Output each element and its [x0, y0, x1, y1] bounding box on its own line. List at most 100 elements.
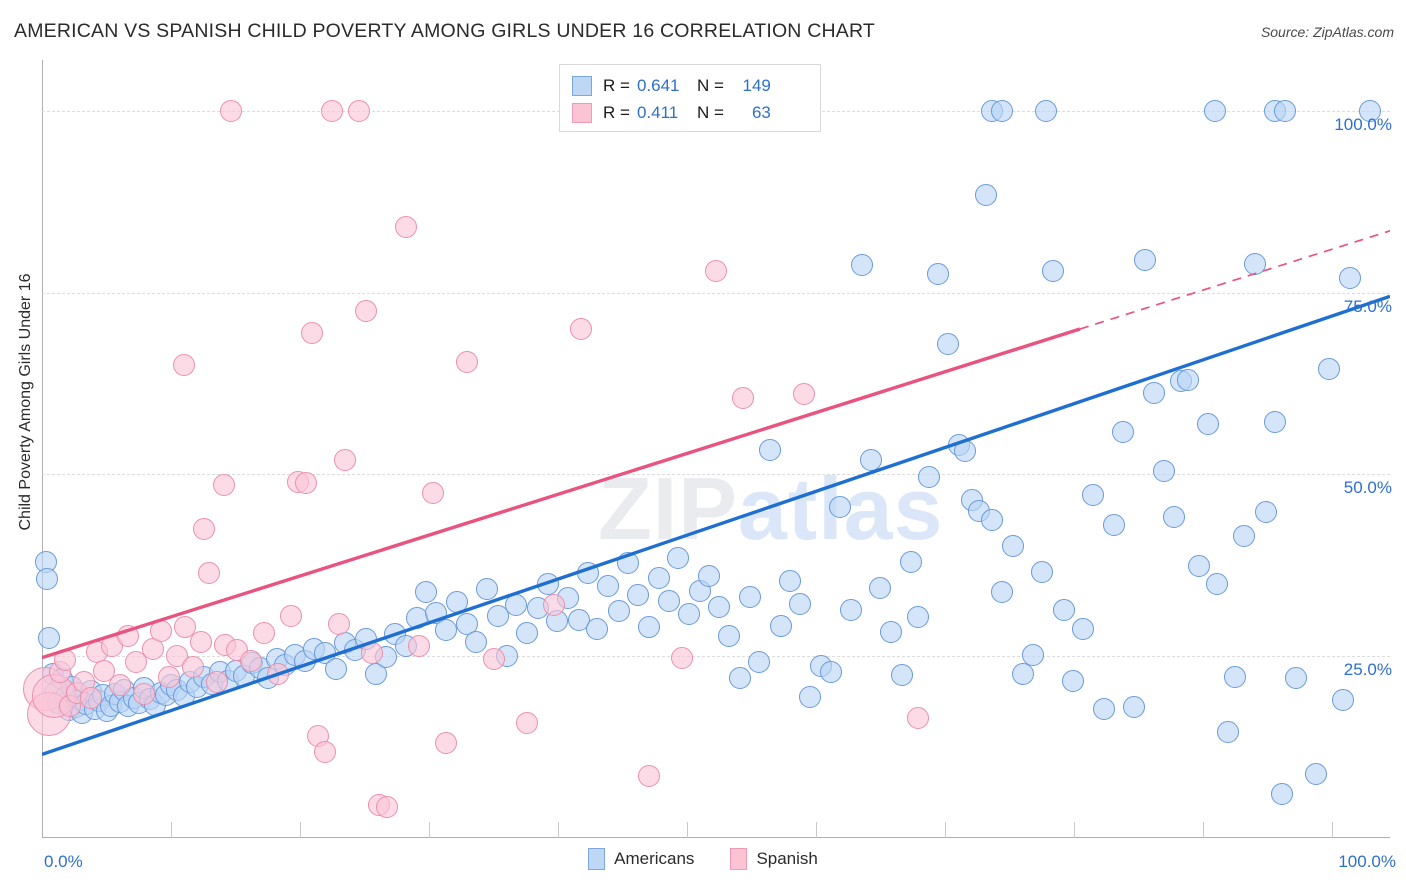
scatter-point-americans[interactable]: [974, 183, 997, 206]
scatter-point-americans[interactable]: [769, 614, 792, 637]
scatter-point-spanish[interactable]: [53, 648, 76, 671]
scatter-point-americans[interactable]: [475, 578, 498, 601]
scatter-point-americans[interactable]: [1254, 501, 1277, 524]
scatter-point-americans[interactable]: [678, 603, 701, 626]
scatter-point-americans[interactable]: [1284, 667, 1307, 690]
scatter-point-americans[interactable]: [626, 584, 649, 607]
scatter-point-spanish[interactable]: [320, 99, 343, 122]
scatter-point-americans[interactable]: [900, 550, 923, 573]
scatter-point-americans[interactable]: [1264, 411, 1287, 434]
scatter-point-americans[interactable]: [936, 332, 959, 355]
scatter-point-americans[interactable]: [1122, 696, 1145, 719]
scatter-point-americans[interactable]: [1012, 662, 1035, 685]
scatter-point-americans[interactable]: [990, 99, 1013, 122]
scatter-point-americans[interactable]: [1318, 358, 1341, 381]
scatter-point-americans[interactable]: [1112, 421, 1135, 444]
legend-item-americans[interactable]: Americans: [588, 848, 694, 870]
scatter-point-spanish[interactable]: [172, 354, 195, 377]
scatter-point-americans[interactable]: [788, 592, 811, 615]
scatter-point-americans[interactable]: [850, 254, 873, 277]
scatter-point-spanish[interactable]: [792, 383, 815, 406]
scatter-point-spanish[interactable]: [408, 635, 431, 658]
scatter-point-americans[interactable]: [698, 565, 721, 588]
scatter-point-spanish[interactable]: [516, 712, 539, 735]
scatter-point-americans[interactable]: [607, 600, 630, 623]
scatter-point-americans[interactable]: [738, 585, 761, 608]
scatter-point-americans[interactable]: [729, 667, 752, 690]
scatter-point-spanish[interactable]: [347, 99, 370, 122]
scatter-point-americans[interactable]: [435, 619, 458, 642]
scatter-point-americans[interactable]: [1152, 459, 1175, 482]
scatter-point-americans[interactable]: [1217, 720, 1240, 743]
scatter-point-spanish[interactable]: [198, 561, 221, 584]
scatter-point-spanish[interactable]: [117, 624, 140, 647]
scatter-point-americans[interactable]: [465, 630, 488, 653]
scatter-point-americans[interactable]: [597, 575, 620, 598]
scatter-point-americans[interactable]: [1001, 534, 1024, 557]
scatter-point-americans[interactable]: [891, 664, 914, 687]
scatter-point-americans[interactable]: [1338, 267, 1361, 290]
scatter-point-americans[interactable]: [1133, 248, 1156, 271]
scatter-point-americans[interactable]: [1042, 259, 1064, 282]
scatter-point-americans[interactable]: [1052, 598, 1075, 621]
scatter-point-americans[interactable]: [748, 651, 771, 674]
scatter-point-spanish[interactable]: [570, 318, 593, 341]
scatter-point-americans[interactable]: [758, 438, 781, 461]
scatter-point-americans[interactable]: [505, 594, 528, 617]
scatter-point-americans[interactable]: [516, 621, 539, 644]
scatter-point-spanish[interactable]: [671, 646, 694, 669]
scatter-point-spanish[interactable]: [295, 472, 318, 495]
scatter-point-americans[interactable]: [707, 595, 730, 618]
scatter-point-americans[interactable]: [1331, 688, 1354, 711]
scatter-point-americans[interactable]: [667, 547, 690, 570]
scatter-point-americans[interactable]: [1187, 555, 1210, 578]
scatter-point-americans[interactable]: [917, 466, 940, 489]
scatter-point-americans[interactable]: [657, 589, 680, 612]
scatter-point-spanish[interactable]: [253, 621, 276, 644]
scatter-point-americans[interactable]: [1273, 99, 1296, 122]
scatter-point-americans[interactable]: [927, 263, 950, 286]
scatter-point-americans[interactable]: [981, 508, 1004, 531]
scatter-point-americans[interactable]: [907, 605, 930, 628]
scatter-point-spanish[interactable]: [212, 474, 235, 497]
scatter-point-americans[interactable]: [586, 617, 609, 640]
scatter-point-americans[interactable]: [1093, 697, 1116, 720]
scatter-point-spanish[interactable]: [239, 649, 262, 672]
scatter-point-americans[interactable]: [990, 581, 1013, 604]
scatter-point-spanish[interactable]: [314, 741, 337, 764]
scatter-point-spanish[interactable]: [376, 796, 399, 819]
scatter-point-americans[interactable]: [446, 591, 469, 614]
scatter-point-spanish[interactable]: [361, 641, 384, 664]
scatter-point-spanish[interactable]: [637, 765, 660, 788]
scatter-point-americans[interactable]: [1358, 99, 1381, 122]
scatter-point-spanish[interactable]: [280, 605, 303, 628]
scatter-point-spanish[interactable]: [435, 732, 458, 755]
scatter-point-spanish[interactable]: [266, 662, 289, 685]
scatter-point-americans[interactable]: [779, 569, 802, 592]
scatter-point-americans[interactable]: [1271, 783, 1294, 806]
scatter-point-americans[interactable]: [718, 624, 741, 647]
scatter-point-americans[interactable]: [880, 620, 903, 643]
scatter-point-americans[interactable]: [1062, 669, 1085, 692]
scatter-point-americans[interactable]: [954, 440, 977, 463]
scatter-point-spanish[interactable]: [79, 687, 102, 710]
scatter-point-americans[interactable]: [637, 616, 660, 639]
scatter-point-americans[interactable]: [799, 685, 822, 708]
scatter-point-spanish[interactable]: [190, 630, 213, 653]
scatter-point-spanish[interactable]: [327, 612, 350, 635]
scatter-point-spanish[interactable]: [394, 216, 417, 239]
scatter-point-spanish[interactable]: [192, 517, 215, 540]
scatter-point-americans[interactable]: [829, 496, 852, 519]
scatter-point-spanish[interactable]: [907, 707, 930, 730]
scatter-point-americans[interactable]: [415, 581, 438, 604]
scatter-point-americans[interactable]: [1203, 99, 1226, 122]
scatter-point-spanish[interactable]: [455, 350, 478, 373]
scatter-point-americans[interactable]: [648, 566, 671, 589]
scatter-point-spanish[interactable]: [219, 99, 242, 122]
scatter-point-americans[interactable]: [1304, 763, 1327, 785]
scatter-point-americans[interactable]: [1244, 252, 1267, 275]
scatter-point-spanish[interactable]: [421, 481, 444, 504]
scatter-point-americans[interactable]: [819, 661, 842, 684]
scatter-point-spanish[interactable]: [482, 648, 505, 671]
scatter-point-americans[interactable]: [36, 568, 59, 591]
